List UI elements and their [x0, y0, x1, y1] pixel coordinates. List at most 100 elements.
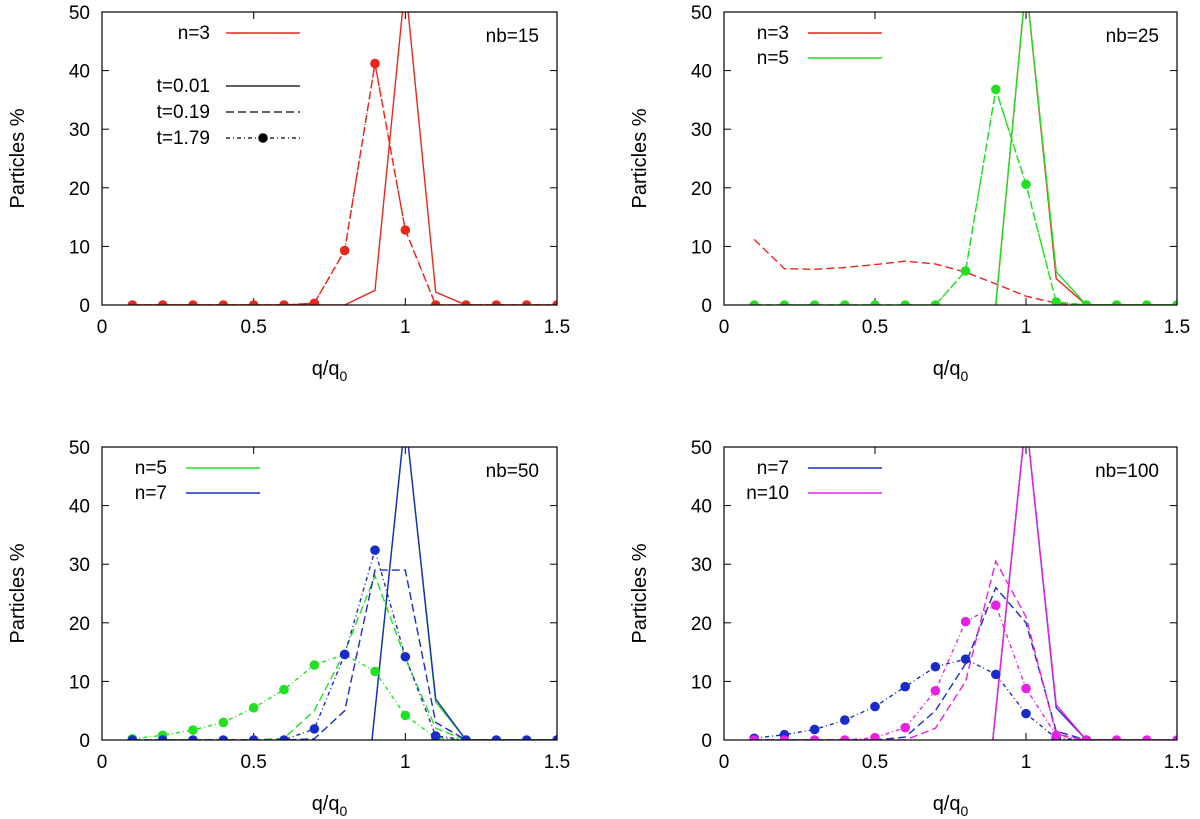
- panel-annotation: nb=25: [1106, 26, 1159, 47]
- data-point: [840, 300, 850, 305]
- x-tick-label: 0: [97, 317, 108, 338]
- data-point: [309, 660, 320, 670]
- y-tick-label: 40: [69, 62, 90, 83]
- y-tick-label: 50: [69, 3, 90, 24]
- data-point: [1051, 297, 1061, 305]
- data-point: [870, 732, 880, 740]
- x-tick-label: 1: [1021, 317, 1032, 338]
- x-tick-label: 0.5: [240, 317, 266, 338]
- x-tick-label: 1.5: [1164, 752, 1190, 773]
- chart-panel-top-left: 0 0.5 1 1.5 0 10 20 30 40 50 q/q0 Particles % nb=15 n…: [7, 3, 570, 384]
- data-point: [552, 300, 557, 305]
- data-point: [900, 300, 910, 305]
- data-point: [870, 701, 880, 712]
- data-point: [370, 58, 380, 69]
- data-point: [309, 724, 320, 734]
- x-tick-label: 0: [719, 317, 730, 338]
- plot-frame: [101, 446, 558, 741]
- series-line: [754, 559, 1087, 740]
- plot-area: [749, 447, 1177, 740]
- legend-label: n=5: [135, 458, 167, 479]
- legend-point: [258, 133, 268, 143]
- data-point: [840, 715, 850, 725]
- data-point: [127, 735, 138, 740]
- plot-frame: [723, 11, 1178, 306]
- y-tick-label: 0: [701, 296, 712, 317]
- x-tick-label: 0: [719, 752, 730, 773]
- legend-label: n=3: [757, 23, 789, 44]
- y-tick-label: 30: [691, 555, 712, 576]
- data-point: [809, 735, 820, 740]
- data-point: [779, 300, 790, 305]
- data-point: [930, 300, 941, 305]
- y-tick-label: 10: [69, 672, 90, 693]
- legend-label: n=10: [746, 483, 789, 504]
- data-point: [1111, 735, 1122, 740]
- data-point: [248, 702, 259, 713]
- data-point: [461, 300, 471, 305]
- data-point: [218, 735, 229, 740]
- data-point: [521, 735, 532, 740]
- x-axis-label: q/q0: [312, 358, 348, 384]
- y-tick-label: 40: [69, 497, 90, 518]
- legend-label: n=7: [135, 483, 167, 504]
- chart-panel-top-right: 0 0.5 1 1.5 0 10 20 30 40 50 q/q0 Particles % nb=25 n…: [629, 3, 1190, 384]
- data-point: [1172, 300, 1177, 305]
- series-line: [132, 653, 467, 740]
- data-point: [491, 300, 502, 305]
- data-point: [991, 600, 1001, 611]
- data-point: [991, 669, 1001, 680]
- plot-area: [127, 12, 557, 305]
- y-tick-label: 30: [691, 120, 712, 141]
- data-point: [960, 616, 971, 627]
- y-tick-label: 50: [69, 438, 90, 459]
- y-tick-label: 50: [691, 438, 712, 459]
- data-point: [400, 710, 411, 721]
- y-axis-label: Particles %: [7, 543, 29, 643]
- x-tick-label: 1.5: [1164, 317, 1190, 338]
- chart-panel-bottom-right: 0 0.5 1 1.5 0 10 20 30 40 50 q/q0 Particles % nb=100…: [629, 438, 1190, 819]
- legend-label: n=7: [757, 458, 789, 479]
- data-point: [930, 685, 941, 696]
- series-line: [132, 63, 557, 305]
- panel-annotation: nb=15: [486, 26, 539, 47]
- data-point: [1142, 300, 1152, 305]
- data-point: [840, 735, 850, 740]
- x-tick-label: 1.5: [544, 317, 570, 338]
- plot-area: [749, 12, 1177, 305]
- data-point: [870, 300, 880, 305]
- x-tick-label: 1.5: [544, 752, 570, 773]
- data-point: [1172, 735, 1177, 740]
- data-point: [279, 300, 289, 305]
- data-point: [491, 735, 502, 740]
- data-point: [430, 300, 441, 305]
- y-tick-label: 0: [79, 296, 90, 317]
- data-point: [900, 722, 910, 733]
- data-point: [127, 300, 138, 305]
- data-point: [960, 266, 971, 276]
- data-point: [809, 724, 820, 735]
- data-point: [339, 245, 350, 256]
- data-point: [749, 735, 759, 740]
- data-point: [188, 725, 198, 735]
- series-line: [753, 238, 1087, 305]
- y-tick-label: 40: [691, 497, 712, 518]
- series-line: [754, 658, 1087, 740]
- y-tick-label: 40: [691, 62, 712, 83]
- chart-panel-bottom-left: 0 0.5 1 1.5 0 10 20 30 40 50 q/q0 Particles % nb=50 n…: [7, 438, 570, 819]
- y-tick-label: 50: [691, 3, 712, 24]
- data-point: [930, 661, 941, 672]
- data-point: [157, 300, 168, 305]
- plot-frame: [723, 446, 1178, 741]
- x-axis-label: q/q0: [933, 358, 969, 384]
- data-point: [248, 300, 259, 305]
- data-point: [279, 735, 289, 740]
- data-point: [1081, 735, 1092, 740]
- x-axis-label: q/q0: [312, 793, 348, 819]
- data-point: [1021, 683, 1031, 694]
- series-line: [132, 573, 467, 740]
- y-tick-label: 20: [69, 179, 90, 200]
- data-point: [400, 651, 411, 662]
- x-axis-label: q/q0: [933, 793, 969, 819]
- data-point: [991, 84, 1001, 95]
